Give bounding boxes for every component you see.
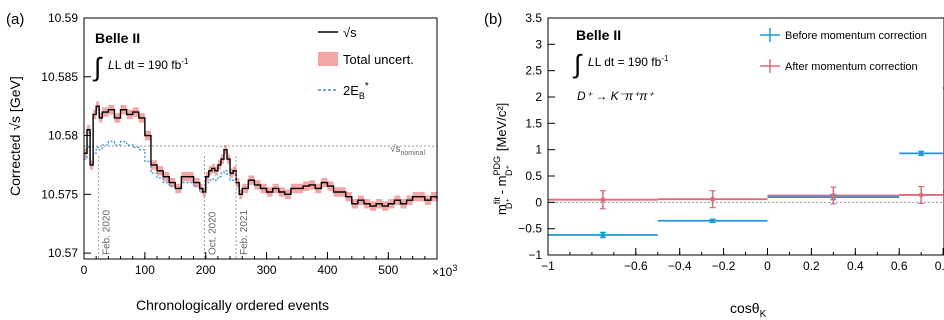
legend-b: Before momentum correction After momentu… xyxy=(760,28,927,73)
x-tick-label-b: −0.2 xyxy=(712,259,736,273)
legend-label-2eb: 2EB* xyxy=(343,81,369,101)
y-tick-label-b: −1 xyxy=(528,248,542,262)
legend-swatch-uncert xyxy=(318,52,338,66)
x-axis-label-a: Chronologically ordered events xyxy=(136,297,329,313)
y-tick-label-b: 2 xyxy=(535,90,542,104)
x-multiplier: ×103 xyxy=(432,263,457,279)
axis-ticks-a: 0 100 200 300 400 500 10.57 10.575 10.58 10.585 10… xyxy=(41,11,438,277)
period-label: Feb. 2020 xyxy=(102,210,113,255)
data-point-after xyxy=(657,190,768,209)
x-tick-label-a: 500 xyxy=(378,263,398,277)
y-tick-label-b: 2.5 xyxy=(525,64,542,78)
x-tick-label-b: 0.4 xyxy=(847,259,864,273)
legend-label-uncert: Total uncert. xyxy=(343,52,414,67)
data-points xyxy=(548,87,944,239)
period-label: Feb. 2021 xyxy=(239,210,250,255)
data-point-before xyxy=(899,150,944,157)
panel-a-label: (a) xyxy=(6,11,24,28)
y-tick-label-b: 1 xyxy=(535,143,542,157)
legend-label-before: Before momentum correction xyxy=(785,30,927,42)
y-tick-label-b: −0.5 xyxy=(518,222,542,236)
data-point-before xyxy=(657,218,768,223)
x-tick-label-b: 0 xyxy=(764,259,771,273)
experiment-label-a: Belle II xyxy=(95,30,140,46)
series-2eb-line xyxy=(84,140,237,193)
y-tick-label-b: 0 xyxy=(535,195,542,209)
x-tick-label-b: −1 xyxy=(541,259,555,273)
x-axis-label-b: cosθK xyxy=(730,300,767,320)
y-tick-label-a: 10.57 xyxy=(48,246,78,260)
plot-b-frame xyxy=(547,17,944,256)
x-tick-label-a: 200 xyxy=(196,263,216,277)
x-tick-label-b: −0.4 xyxy=(668,259,692,273)
decay-label: D⁺ → K⁻π⁺π⁺ xyxy=(577,89,655,103)
y-tick-label-b: 3 xyxy=(535,37,542,51)
integral-sign-b: ∫ xyxy=(572,49,583,79)
y-tick-label-b: 1.5 xyxy=(525,116,542,130)
y-tick-label-b: 0.5 xyxy=(525,169,542,183)
period-label: Oct. 2020 xyxy=(208,211,219,255)
legend-label-after: After momentum correction xyxy=(785,61,918,73)
x-tick-label-b: 0.6 xyxy=(891,259,908,273)
lumi-label-a: LL dt = 190 fb-1 xyxy=(108,57,189,72)
legend-a: √s Total uncert. 2EB* xyxy=(318,25,414,101)
y-tick-label-a: 10.59 xyxy=(48,11,78,25)
y-tick-label-b: 3.5 xyxy=(525,11,542,25)
x-tick-label-a: 400 xyxy=(317,263,337,277)
lumi-label-b: LL dt = 190 fb-1 xyxy=(588,54,669,69)
integral-sign-a: ∫ xyxy=(92,52,103,82)
panel-a: (a) 0 100 200 300 400 500 10.57 10.575 10.58 10.5… xyxy=(6,11,457,313)
y-tick-label-a: 10.585 xyxy=(41,70,78,84)
x-tick-label-b: 0.8 xyxy=(935,259,944,273)
panel-b: (b) −1 −0.6 −0.4 −0.2 0 0.2 0.4 0.6 0.8 −1 −0.5 0 0.… xyxy=(484,11,944,320)
data-point-after xyxy=(548,190,658,210)
x-tick-label-a: 0 xyxy=(81,263,88,277)
x-tick-label-b: −0.6 xyxy=(624,259,648,273)
x-tick-label-b: 0.2 xyxy=(803,259,820,273)
y-tick-label-a: 10.575 xyxy=(41,187,78,201)
x-tick-label-a: 100 xyxy=(135,263,155,277)
uncertainty-band-group xyxy=(84,101,437,211)
period-markers: Feb. 2020 Oct. 2020 Feb. 2021 xyxy=(98,156,250,259)
panel-b-label: (b) xyxy=(484,11,502,28)
legend-label-sqrt-s: √s xyxy=(343,25,357,40)
data-point-before xyxy=(548,231,658,239)
axis-ticks-b: −1 −0.6 −0.4 −0.2 0 0.2 0.4 0.6 0.8 −1 −0.5 0 0.5 1 1.… xyxy=(518,11,944,273)
data-point-after xyxy=(899,185,944,204)
y-axis-label-b: mfit D⁺ - mPDG D⁺ [MeV/c²] xyxy=(492,103,514,215)
y-axis-label-a: Corrected √s [GeV] xyxy=(7,76,23,196)
x-tick-label-a: 300 xyxy=(257,263,277,277)
y-tick-label-a: 10.58 xyxy=(48,129,78,143)
experiment-label-b: Belle II xyxy=(576,27,621,43)
data-point-after xyxy=(767,186,900,205)
nominal-label: √snominal xyxy=(390,143,425,157)
plot-a-frame xyxy=(83,17,438,260)
series-lines xyxy=(84,105,438,207)
series-sqrt-s-line xyxy=(84,105,438,207)
